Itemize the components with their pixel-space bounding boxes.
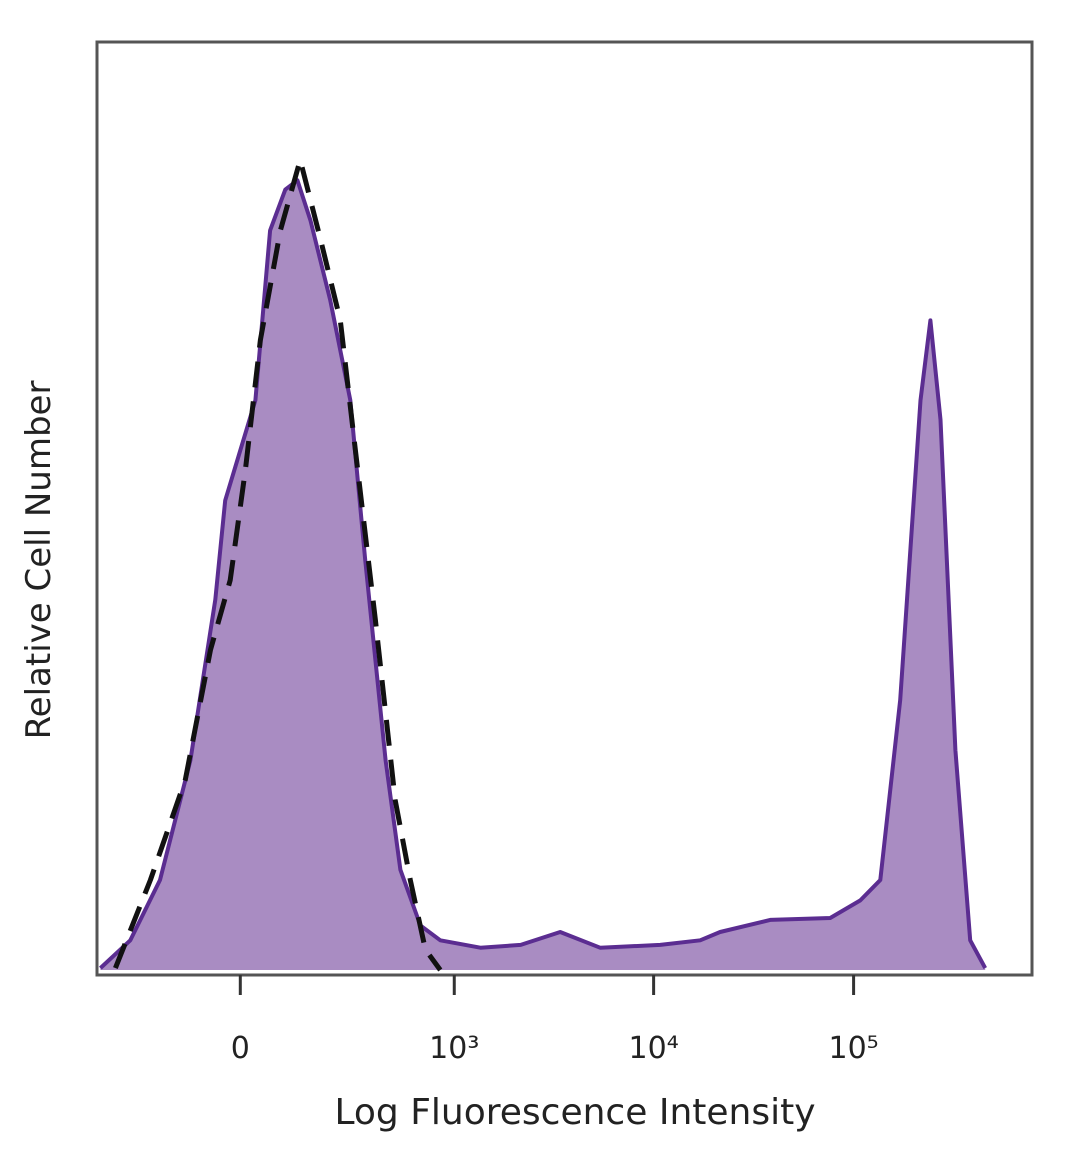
plot-frame (95, 40, 1034, 977)
histogram-line (99, 178, 987, 970)
x-tick-label: 0 (231, 1031, 250, 1066)
x-axis-label: Log Fluorescence Intensity (334, 1092, 815, 1133)
x-tick-label: 10³ (429, 1031, 479, 1066)
x-tick-label: 10⁴ (629, 1031, 679, 1066)
x-tick-label: 10⁵ (828, 1031, 878, 1066)
control-line (113, 157, 443, 972)
histogram-area (100, 180, 986, 971)
plot-area (99, 157, 987, 972)
y-axis-label: Relative Cell Number (19, 381, 59, 740)
